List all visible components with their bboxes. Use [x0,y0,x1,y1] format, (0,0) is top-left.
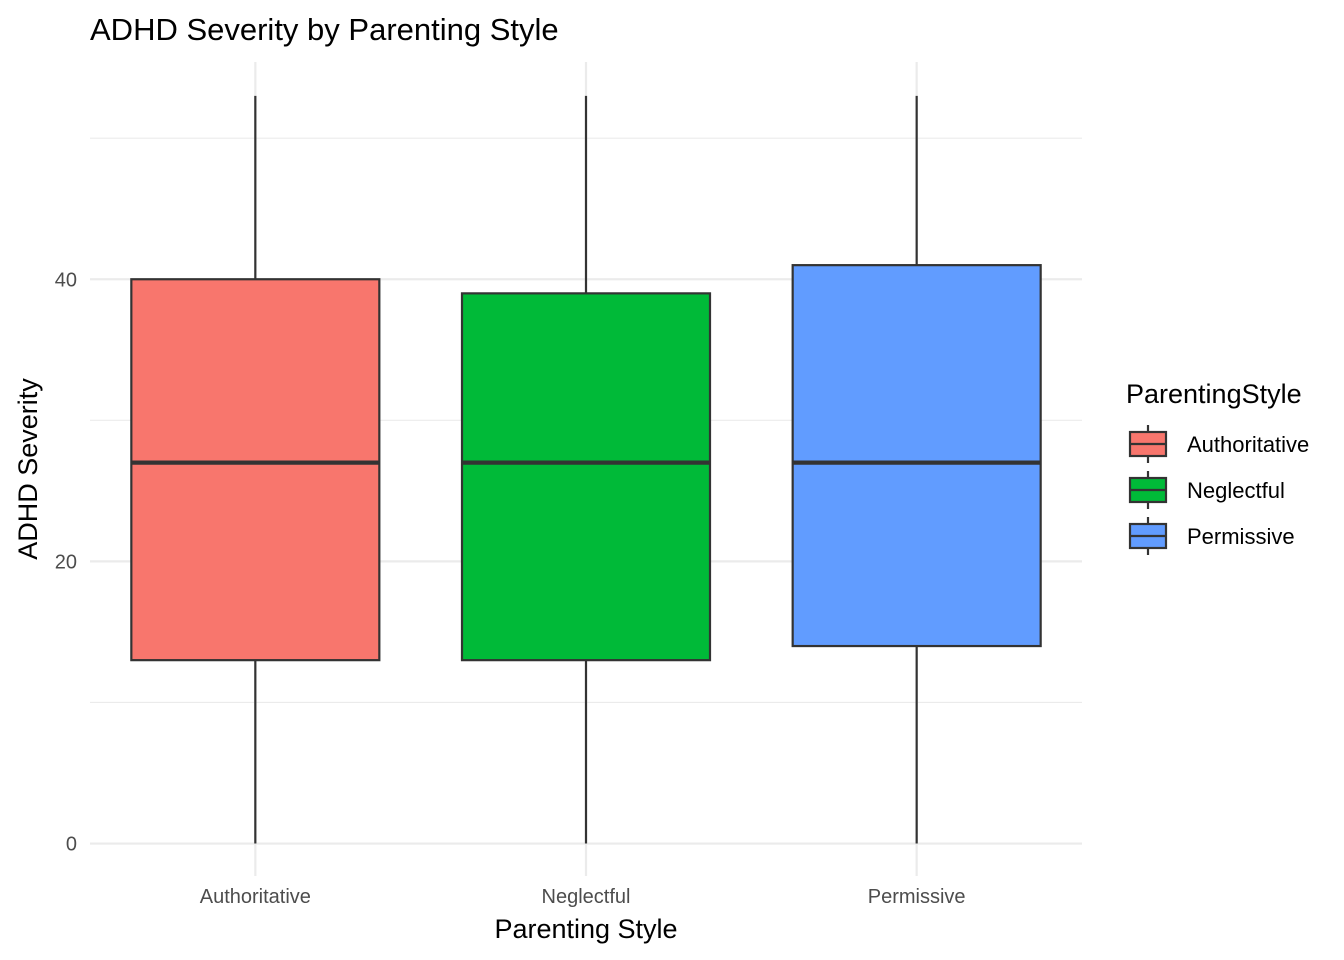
legend-label: Neglectful [1187,478,1285,503]
legend: ParentingStyle Authoritative Neglectful Pe… [1126,379,1309,555]
y-tick-label: 40 [55,269,77,291]
boxplots [130,95,1042,844]
y-tick-label: 0 [66,834,77,856]
legend-item-permissive: Permissive [1128,517,1295,555]
legend-label: Permissive [1187,524,1295,549]
boxplot-authoritative [130,95,381,844]
legend-title: ParentingStyle [1126,379,1302,409]
y-tick-label: 20 [55,551,77,573]
x-axis-title: Parenting Style [494,914,677,944]
boxplot-permissive [791,95,1042,844]
box-iqr [130,278,381,662]
y-axis-title: ADHD Severity [13,378,43,560]
y-axis: 0 20 40 [55,269,77,855]
box-iqr [791,264,1042,648]
legend-item-authoritative: Authoritative [1128,425,1309,463]
box-iqr [460,292,712,662]
x-tick-label: Neglectful [542,886,631,908]
x-tick-label: Permissive [868,886,966,908]
legend-label: Authoritative [1187,432,1309,457]
x-axis: Authoritative Neglectful Permissive [200,886,966,908]
boxplot-neglectful [460,95,712,844]
legend-item-neglectful: Neglectful [1128,471,1285,509]
x-tick-label: Authoritative [200,886,311,908]
chart-title: ADHD Severity by Parenting Style [90,12,559,47]
